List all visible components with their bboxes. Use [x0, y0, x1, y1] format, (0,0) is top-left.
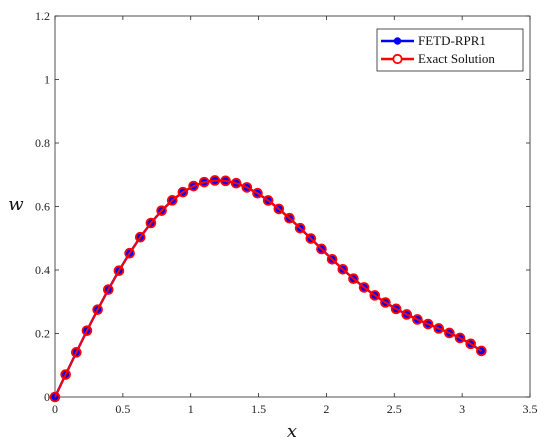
data-point-exact-solution	[476, 345, 487, 357]
data-point-exact-solution	[71, 347, 82, 358]
legend-marker-fetd	[393, 37, 402, 45]
data-point-exact-solution	[369, 290, 381, 301]
x-axis-label: x	[287, 421, 297, 442]
legend-label-fetd: FETD-RPR1	[418, 33, 486, 48]
y-tick-label: 1	[44, 73, 50, 87]
legend-box	[376, 28, 524, 72]
data-point-exact-solution	[134, 231, 146, 243]
data-point-exact-solution	[188, 180, 199, 192]
x-tick-label: 2	[323, 402, 329, 416]
data-point-exact-solution	[273, 203, 285, 215]
x-tick-label: 3	[459, 402, 465, 416]
y-tick-label: 0.6	[35, 200, 50, 214]
y-tick-label: 1.2	[35, 9, 50, 23]
y-tick-label: 0	[44, 390, 50, 404]
x-tick-label: 0.5	[115, 402, 130, 416]
x-tick-label: 0	[52, 402, 58, 416]
data-point-exact-solution	[262, 195, 274, 206]
y-tick-label: 0.4	[35, 263, 50, 277]
x-tick-label: 1.5	[251, 402, 266, 416]
data-point-exact-solution	[454, 332, 466, 344]
data-point-exact-solution	[177, 186, 189, 198]
x-tick-label: 3.5	[523, 402, 538, 416]
data-point-exact-solution	[465, 338, 477, 350]
y-tick-label: 0.8	[35, 136, 50, 150]
data-point-exact-solution	[124, 247, 135, 259]
data-point-exact-solution	[166, 195, 178, 206]
data-point-exact-solution	[241, 182, 253, 193]
data-point-exact-solution	[60, 369, 71, 380]
data-point-exact-solution	[92, 304, 103, 315]
axis-ticks: 0 0.5 1 1.5 2 2.5 3 3.5 0 0.2 0.4 0.6 0.8 1 1.2	[35, 9, 538, 416]
data-point-exact-solution	[380, 297, 391, 308]
data-point-exact-solution	[316, 243, 327, 255]
data-point-exact-solution	[145, 217, 157, 229]
data-point-exact-solution	[422, 318, 434, 330]
data-point-exact-solution	[252, 187, 263, 199]
legend-marker-exact	[392, 53, 403, 65]
data-point-exact-solution	[401, 309, 413, 320]
legend: FETD-RPR1 Exact Solution	[376, 28, 524, 72]
data-point-exact-solution	[209, 175, 221, 186]
data-point-exact-solution	[326, 254, 338, 265]
x-tick-label: 1	[188, 402, 194, 416]
data-point-exact-solution	[337, 263, 349, 275]
data-point-exact-solution	[284, 212, 295, 224]
data-point-exact-solution	[348, 273, 359, 284]
data-point-exact-solution	[198, 176, 210, 188]
data-point-exact-solution	[305, 233, 317, 244]
data-point-exact-solution	[102, 284, 114, 295]
data-point-exact-solution	[113, 265, 125, 276]
y-axis-label: w	[8, 194, 24, 215]
y-tick-label: 0.2	[35, 327, 50, 341]
data-point-exact-solution	[412, 314, 423, 325]
legend-label-exact: Exact Solution	[418, 51, 495, 66]
data-point-exact-solution	[81, 325, 93, 336]
data-point-exact-solution	[390, 303, 402, 315]
data-point-exact-solution	[49, 391, 61, 403]
data-point-exact-solution	[433, 323, 445, 334]
series-layer	[49, 175, 487, 403]
data-point-exact-solution	[294, 222, 306, 234]
data-point-exact-solution	[230, 177, 242, 189]
data-point-exact-solution	[444, 327, 455, 339]
data-point-exact-solution	[220, 175, 231, 187]
data-point-exact-solution	[156, 205, 167, 216]
x-tick-label: 2.5	[387, 402, 402, 416]
data-point-exact-solution	[358, 282, 370, 293]
